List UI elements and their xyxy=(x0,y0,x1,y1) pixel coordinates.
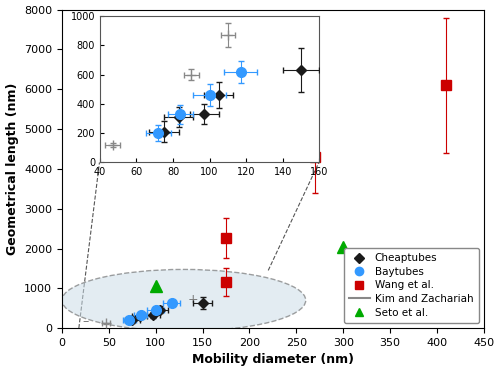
Y-axis label: Geometrical length (nm): Geometrical length (nm) xyxy=(6,83,18,255)
Ellipse shape xyxy=(62,269,306,331)
Text: –: – xyxy=(82,315,88,328)
X-axis label: Mobility diameter (nm): Mobility diameter (nm) xyxy=(192,353,354,366)
Text: +: + xyxy=(188,293,198,305)
Legend: Cheaptubes, Baytubes, Wang et al., Kim and Zachariah, Seto et al.: Cheaptubes, Baytubes, Wang et al., Kim a… xyxy=(344,248,478,323)
